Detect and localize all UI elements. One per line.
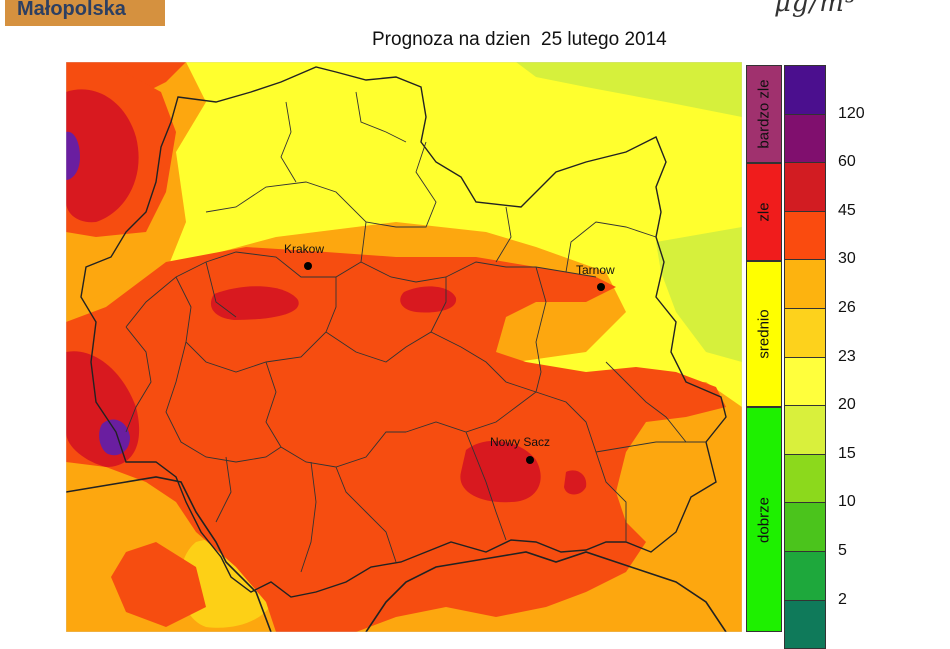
scale-swatch bbox=[784, 210, 826, 261]
voivodeship-boundary bbox=[80, 66, 727, 598]
category-good: dobrze bbox=[746, 407, 782, 632]
scale-swatch bbox=[784, 65, 826, 115]
scale-tick-label: 23 bbox=[838, 347, 856, 365]
scale-swatch bbox=[784, 162, 826, 212]
scale-swatch bbox=[784, 113, 826, 164]
pollution-forecast-map: Krakow Tarnow Nowy Sacz bbox=[66, 62, 742, 632]
category-label-medium: srednio bbox=[755, 309, 773, 359]
scale-tick-label: 20 bbox=[838, 396, 856, 414]
city-marker-krakow[interactable]: Krakow bbox=[284, 242, 324, 270]
district-boundaries bbox=[125, 91, 706, 563]
concentration-zone-very-high bbox=[460, 440, 541, 503]
scale-tick-label: 5 bbox=[838, 542, 847, 559]
scale-tick-label: 120 bbox=[838, 104, 865, 122]
concentration-color-scale bbox=[784, 65, 826, 649]
city-label-tarnow: Tarnow bbox=[576, 263, 615, 277]
category-label-bad: zle bbox=[755, 202, 773, 222]
scale-tick-label: 10 bbox=[838, 493, 856, 511]
scale-swatch bbox=[784, 405, 826, 455]
scale-swatch bbox=[784, 502, 826, 552]
concentration-zone-low-north bbox=[516, 62, 742, 117]
concentration-zone-extreme bbox=[99, 419, 130, 456]
national-border bbox=[66, 476, 727, 632]
scale-swatch bbox=[784, 599, 826, 649]
scale-swatch bbox=[784, 356, 826, 407]
concentration-zone-very-high bbox=[564, 470, 587, 495]
district-boundaries bbox=[205, 261, 317, 573]
concentration-zone-very-high bbox=[210, 286, 299, 320]
scale-swatch bbox=[784, 308, 826, 358]
scale-swatch bbox=[784, 453, 826, 504]
malopolska-logo: Małopolska bbox=[5, 0, 165, 26]
category-bad: zle bbox=[746, 163, 782, 261]
forecast-title: Prognoza na dzien 25 lutego 2014 bbox=[372, 29, 667, 50]
category-medium: srednio bbox=[746, 261, 782, 407]
scale-tick-label: 30 bbox=[838, 250, 856, 268]
category-label-very-bad: bardzo zle bbox=[755, 79, 773, 149]
concentration-zone-extreme bbox=[66, 131, 80, 180]
quality-category-legend: bardzo zle zle srednio dobrze bbox=[746, 65, 782, 632]
concentration-zone-very-high bbox=[400, 286, 457, 313]
scale-swatch bbox=[784, 551, 826, 601]
category-very-bad: bardzo zle bbox=[746, 65, 782, 163]
city-label-krakow: Krakow bbox=[284, 242, 324, 256]
scale-tick-label: 2 bbox=[838, 590, 847, 608]
category-label-good: dobrze bbox=[755, 496, 773, 543]
scale-tick-label: 60 bbox=[838, 153, 856, 171]
scale-tick-label: 15 bbox=[838, 444, 856, 462]
city-marker-tarnow[interactable]: Tarnow bbox=[576, 263, 615, 291]
unit-label: μg/m³ bbox=[774, 0, 857, 18]
city-marker-nowy-sacz[interactable]: Nowy Sacz bbox=[490, 435, 550, 464]
concentration-zone-low-east bbox=[656, 227, 742, 362]
city-label-nowy-sacz: Nowy Sacz bbox=[490, 435, 550, 449]
concentration-zone-very-high bbox=[66, 89, 139, 223]
scale-swatch bbox=[784, 259, 826, 309]
scale-tick-label: 45 bbox=[838, 201, 856, 219]
scale-tick-label: 26 bbox=[838, 299, 856, 316]
